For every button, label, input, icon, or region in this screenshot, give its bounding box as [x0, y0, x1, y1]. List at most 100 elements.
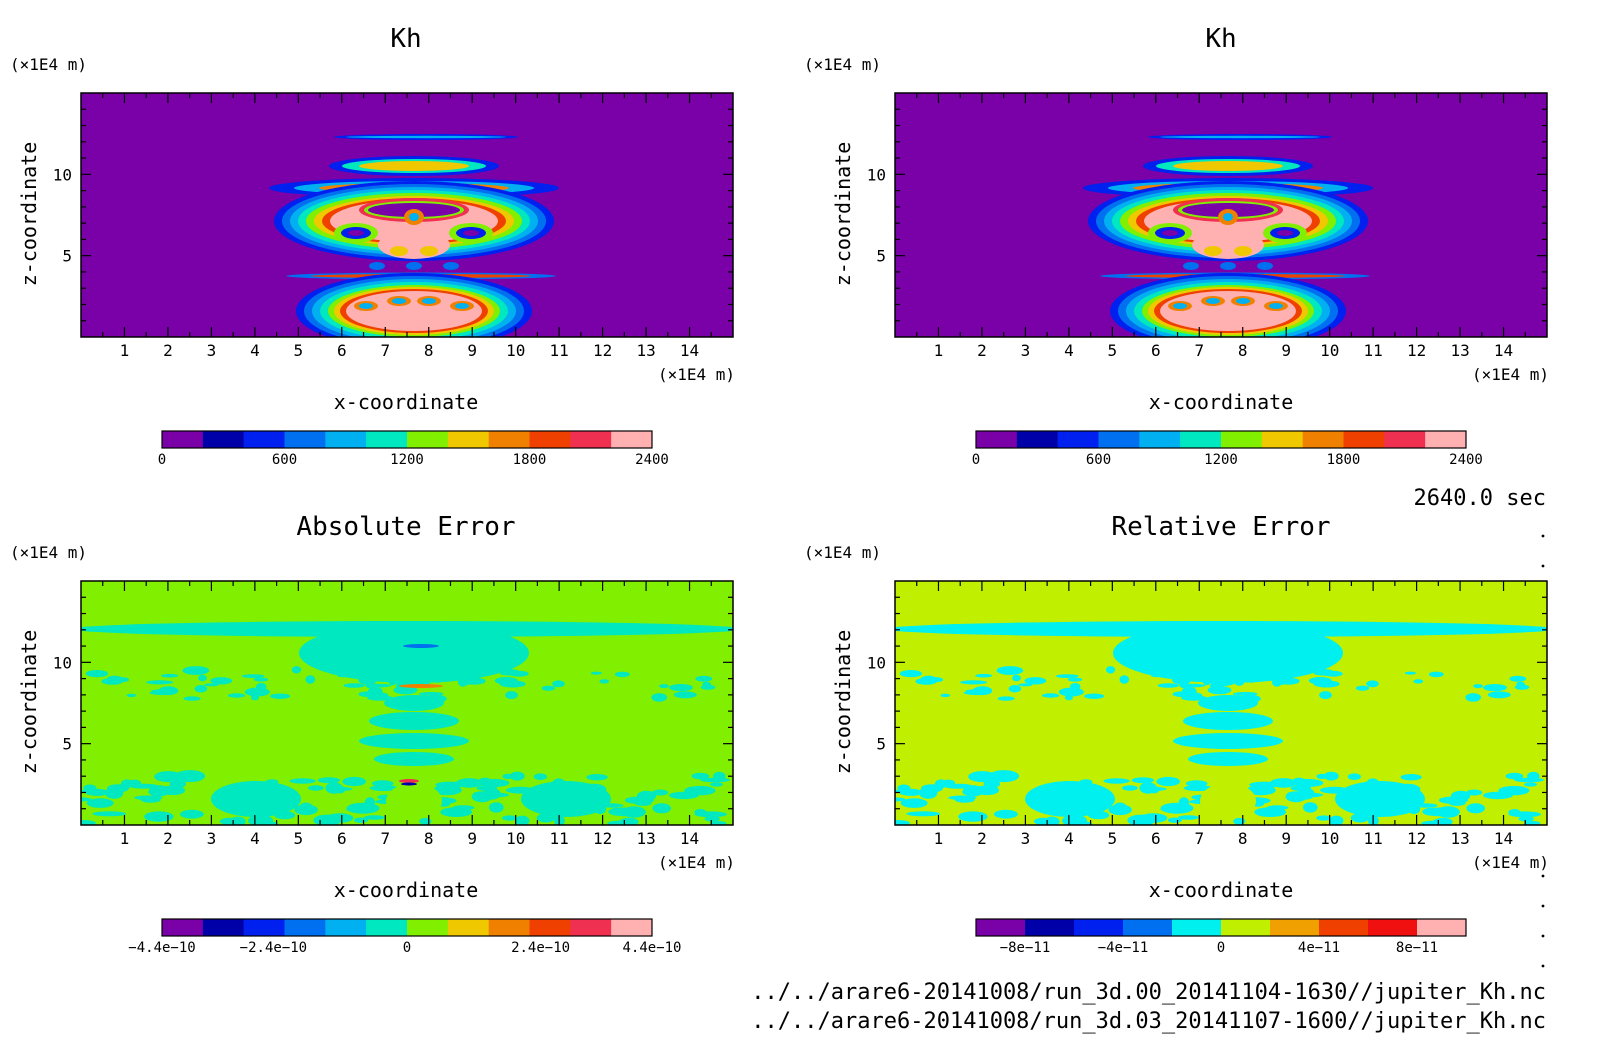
x-tick-label: 1	[120, 341, 130, 360]
x-tick-label: 7	[380, 829, 390, 848]
y-tick-label: 5	[876, 247, 886, 266]
colorbar-swatch	[1417, 919, 1467, 936]
colorbar-tick-label: 1800	[513, 452, 547, 468]
panel-title: Absolute Error	[296, 512, 515, 542]
colorbar-swatch	[243, 431, 285, 448]
x-tick-label: 7	[1194, 341, 1204, 360]
colorbar-swatch	[284, 431, 326, 448]
axes-frame	[80, 92, 734, 338]
colorbar-swatch	[976, 431, 1018, 448]
y-axis-label: z-coordinate	[17, 630, 41, 775]
axes-frame	[894, 580, 1548, 826]
colorbar-swatch	[1368, 919, 1418, 936]
x-tick-label: 11	[549, 341, 568, 360]
colorbar-tick-label: 600	[1086, 452, 1111, 468]
x-tick-labels: 1 2 3 4 5 6 7 8 9 10 11 12 13 14	[934, 341, 1513, 360]
colorbar-swatch	[1016, 431, 1058, 448]
colorbar-swatch	[325, 431, 367, 448]
axes-frame	[894, 92, 1548, 338]
colorbar-tick-label: −8e−11	[1000, 940, 1051, 956]
y-axis-label: z-coordinate	[831, 142, 855, 287]
x-tick-label: 10	[1320, 341, 1339, 360]
x-tick-label: 4	[1064, 341, 1074, 360]
colorbar-swatch	[529, 919, 571, 936]
x-tick-label: 11	[1363, 341, 1382, 360]
x-tick-label: 3	[207, 829, 217, 848]
y-tick-label: 5	[62, 735, 72, 754]
colorbar-swatch	[1074, 919, 1124, 936]
plot-area	[80, 92, 734, 338]
y-unit-label: (×1E4 m)	[10, 543, 87, 562]
x-tick-label: 6	[1151, 829, 1161, 848]
colorbar-tick-label: 2400	[1449, 452, 1483, 468]
colorbar-swatch	[976, 919, 1026, 936]
colorbar-swatch	[488, 431, 530, 448]
plot-area	[80, 580, 734, 826]
x-unit-label: (×1E4 m)	[1472, 853, 1549, 872]
x-tick-label: 7	[1194, 829, 1204, 848]
x-tick-label: 4	[250, 829, 260, 848]
x-tick-label: 8	[1238, 829, 1248, 848]
panel-title: Relative Error	[1111, 512, 1330, 542]
x-tick-label: 10	[506, 829, 525, 848]
x-unit-label: (×1E4 m)	[658, 365, 735, 384]
y-tick-labels: 5 10	[867, 653, 886, 753]
x-tick-label: 1	[934, 341, 944, 360]
colorbar-swatch	[1123, 919, 1173, 936]
x-tick-label: 8	[1238, 341, 1248, 360]
colorbar-swatch	[366, 431, 408, 448]
x-tick-label: 11	[1363, 829, 1382, 848]
panel-title: Kh	[1205, 24, 1236, 54]
x-axis-label: x-coordinate	[1149, 878, 1294, 902]
colorbar-tick-label: 4e−11	[1298, 940, 1340, 956]
colorbar-tick-label: −4e−11	[1098, 940, 1149, 956]
colorbar-swatch	[284, 919, 326, 936]
margin-dots	[1541, 534, 1545, 968]
x-tick-label: 9	[1281, 341, 1291, 360]
x-tick-label: 7	[380, 341, 390, 360]
colorbar-swatch	[1180, 431, 1222, 448]
y-tick-labels: 5 10	[53, 165, 72, 265]
x-axis-label: x-coordinate	[334, 878, 479, 902]
colorbar-swatch	[1221, 919, 1271, 936]
colorbar-swatch	[407, 431, 449, 448]
colorbar-tick-label: 0	[1217, 940, 1225, 956]
x-unit-label: (×1E4 m)	[658, 853, 735, 872]
colorbar: −4.4e−10 −2.4e−10 0 2.4e−10 4.4e−10	[128, 918, 682, 956]
colorbar-swatch	[529, 431, 571, 448]
colorbar-tick-label: 0	[158, 452, 166, 468]
x-tick-label: 3	[207, 341, 217, 360]
x-tick-label: 6	[337, 341, 347, 360]
panel-title: Kh	[390, 24, 421, 54]
x-tick-label: 6	[1151, 341, 1161, 360]
colorbar-swatch	[1343, 431, 1385, 448]
x-axis-label: x-coordinate	[1149, 390, 1294, 414]
x-tick-label: 2	[977, 341, 987, 360]
colorbar-swatch	[570, 919, 612, 936]
colorbar-tick-label: 0	[972, 452, 980, 468]
colorbar-swatch	[202, 919, 244, 936]
colorbar-tick-label: 2.4e−10	[511, 940, 570, 956]
colorbar: 0 600 1200 1800 2400	[158, 430, 669, 468]
colorbar-swatch	[1425, 431, 1467, 448]
x-tick-label: 8	[424, 341, 434, 360]
x-tick-label: 14	[1494, 341, 1513, 360]
colorbar-swatch	[1302, 431, 1344, 448]
colorbar-frame	[975, 918, 1467, 937]
y-axis-label: z-coordinate	[831, 630, 855, 775]
colorbar-tick-label: 1800	[1327, 452, 1361, 468]
x-tick-label: 4	[1064, 829, 1074, 848]
colorbar-tick-label: 1200	[390, 452, 424, 468]
x-tick-label: 13	[1450, 341, 1469, 360]
x-tick-label: 3	[1021, 341, 1031, 360]
x-tick-label: 5	[293, 829, 303, 848]
colorbar-tick-label: −4.4e−10	[128, 940, 195, 956]
colorbar: −8e−11 −4e−11 0 4e−11 8e−11	[975, 918, 1467, 956]
panel-kh-right: Kh (×1E4 m) z-coordinate 1 2 3 4 5 6 7 8 9 10 11 12…	[804, 24, 1549, 468]
colorbar-tick-label: 4.4e−10	[622, 940, 681, 956]
x-tick-label: 2	[163, 341, 173, 360]
colorbar-swatch	[162, 431, 204, 448]
colorbar-swatch	[611, 919, 653, 936]
colorbar-swatch	[202, 431, 244, 448]
